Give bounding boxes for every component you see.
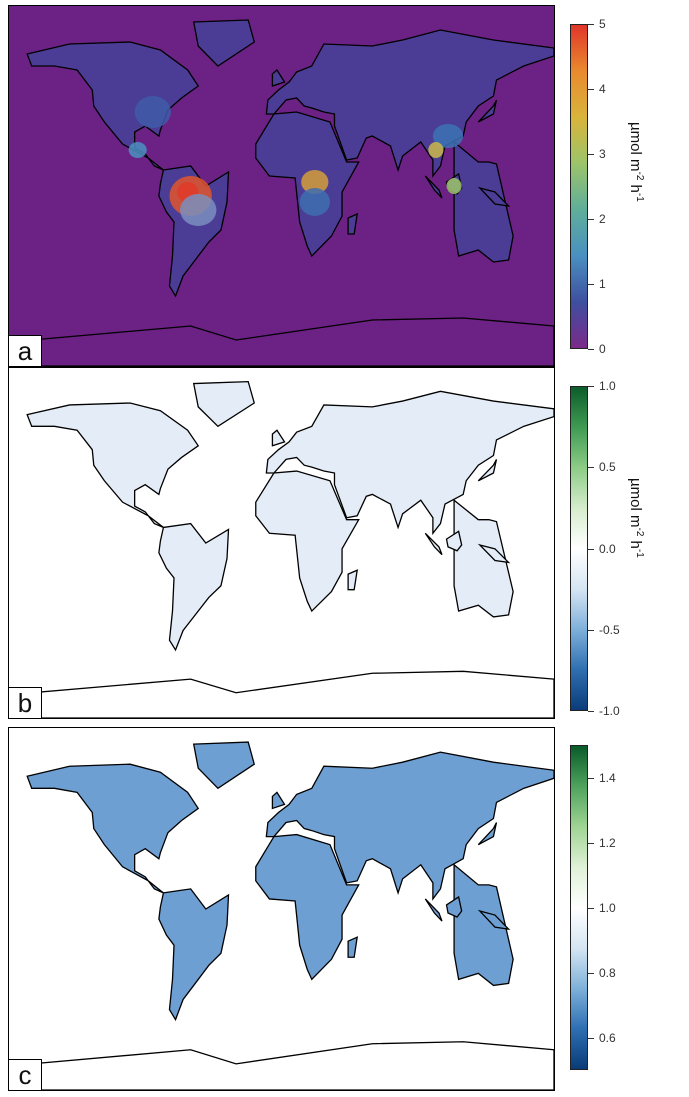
flux-hotspot xyxy=(180,194,217,226)
flux-hotspot xyxy=(128,142,147,158)
colorbar-tick-label: 5 xyxy=(599,17,606,31)
map-panel-a: a xyxy=(8,5,555,367)
world-map-c xyxy=(9,728,554,1090)
landmass-australia xyxy=(454,865,513,986)
landmass-uk xyxy=(272,70,284,86)
flux-hotspot xyxy=(432,124,464,148)
colorbar-tick-label: 4 xyxy=(599,82,606,96)
colorbar-tick xyxy=(588,89,594,90)
colorbar-tick xyxy=(588,349,594,350)
landmass-uk xyxy=(272,792,284,808)
landmass-sumatra xyxy=(425,899,442,921)
landmass-japan xyxy=(478,823,496,845)
colorbar-tick-label: 0.6 xyxy=(599,1030,616,1045)
colorbar-tick xyxy=(588,467,594,469)
colorbar-a-unit-label: µmol m-2 h-1 xyxy=(627,122,645,202)
colorbar-tick-label: -1.0 xyxy=(599,704,620,718)
landmass-antarctica xyxy=(9,671,554,718)
colorbar-a xyxy=(570,24,588,349)
world-map-b xyxy=(9,368,554,718)
colorbar-tick xyxy=(588,24,594,25)
landmass-eurasia xyxy=(266,391,554,533)
landmass-north-america xyxy=(27,403,198,527)
landmass-africa xyxy=(256,471,359,611)
landmass-new-guinea xyxy=(480,545,509,563)
landmass-australia xyxy=(454,142,513,262)
colorbar-tick-label: 1.0 xyxy=(599,379,616,393)
colorbar-tick-label: 3 xyxy=(599,147,606,161)
landmass-eurasia xyxy=(266,30,554,176)
colorbar-tick-label: 0.8 xyxy=(599,965,616,980)
map-panel-c: c xyxy=(8,727,555,1091)
landmass-greenland xyxy=(194,742,255,788)
panel-label-b: b xyxy=(9,687,42,718)
landmass-madagascar xyxy=(348,937,357,957)
landmass-antarctica xyxy=(9,1042,554,1090)
colorbar-tick xyxy=(588,907,594,909)
landmass-uk xyxy=(272,430,284,446)
landmass-australia xyxy=(454,500,513,617)
colorbar-tick xyxy=(588,711,594,712)
colorbar-c xyxy=(570,745,588,1070)
colorbar-b xyxy=(570,386,588,711)
landmass-south-america xyxy=(159,524,229,650)
flux-hotspot xyxy=(301,170,329,194)
colorbar-tick-label: 1 xyxy=(599,277,606,291)
landmass-japan xyxy=(478,459,496,480)
colorbar-tick xyxy=(588,1037,594,1039)
colorbar-tick xyxy=(588,154,594,155)
colorbar-tick-label: 0.5 xyxy=(599,460,616,475)
landmass-madagascar xyxy=(348,570,357,589)
colorbar-tick xyxy=(588,629,594,631)
world-map-a xyxy=(9,6,554,366)
landmass-borneo xyxy=(447,531,462,550)
landmass-japan xyxy=(478,100,496,122)
flux-hotspot xyxy=(134,96,171,128)
landmass-sumatra xyxy=(425,533,442,554)
colorbar-tick-label: 0.0 xyxy=(599,541,616,556)
map-panel-b: b xyxy=(8,367,555,719)
colorbar-tick-label: 2 xyxy=(599,212,606,226)
colorbar-tick-label: 0 xyxy=(599,342,606,356)
colorbar-tick-label: 1.4 xyxy=(599,770,616,785)
colorbar-tick xyxy=(588,219,594,220)
colorbar-tick-label: -0.5 xyxy=(599,622,620,637)
landmass-eurasia xyxy=(266,752,554,899)
colorbar-tick xyxy=(588,842,594,844)
flux-hotspot xyxy=(299,188,330,216)
landmass-madagascar xyxy=(348,214,357,234)
colorbar-tick xyxy=(588,284,594,285)
landmass-new-guinea xyxy=(480,911,509,929)
landmass-africa xyxy=(256,835,359,980)
flux-hotspot xyxy=(428,142,444,158)
landmass-greenland xyxy=(194,382,255,427)
colorbar-tick xyxy=(588,548,594,550)
panel-label-a: a xyxy=(9,335,42,366)
colorbar-tick-label: 1.2 xyxy=(599,835,616,850)
colorbar-tick xyxy=(588,386,594,387)
colorbar-tick xyxy=(588,777,594,779)
landmass-new-guinea xyxy=(480,188,509,206)
flux-hotspot xyxy=(446,178,462,194)
colorbar-tick xyxy=(588,972,594,974)
landmass-antarctica xyxy=(9,318,554,366)
landmass-greenland xyxy=(194,20,255,66)
panel-label-c: c xyxy=(9,1059,42,1090)
landmass-sumatra xyxy=(425,176,442,198)
colorbar-b-unit-label: µmol m-2 h-1 xyxy=(627,478,645,558)
landmass-borneo xyxy=(447,897,462,917)
landmass-north-america xyxy=(27,764,198,893)
colorbar-tick-label: 1.0 xyxy=(599,900,616,915)
landmass-south-america xyxy=(159,889,229,1020)
